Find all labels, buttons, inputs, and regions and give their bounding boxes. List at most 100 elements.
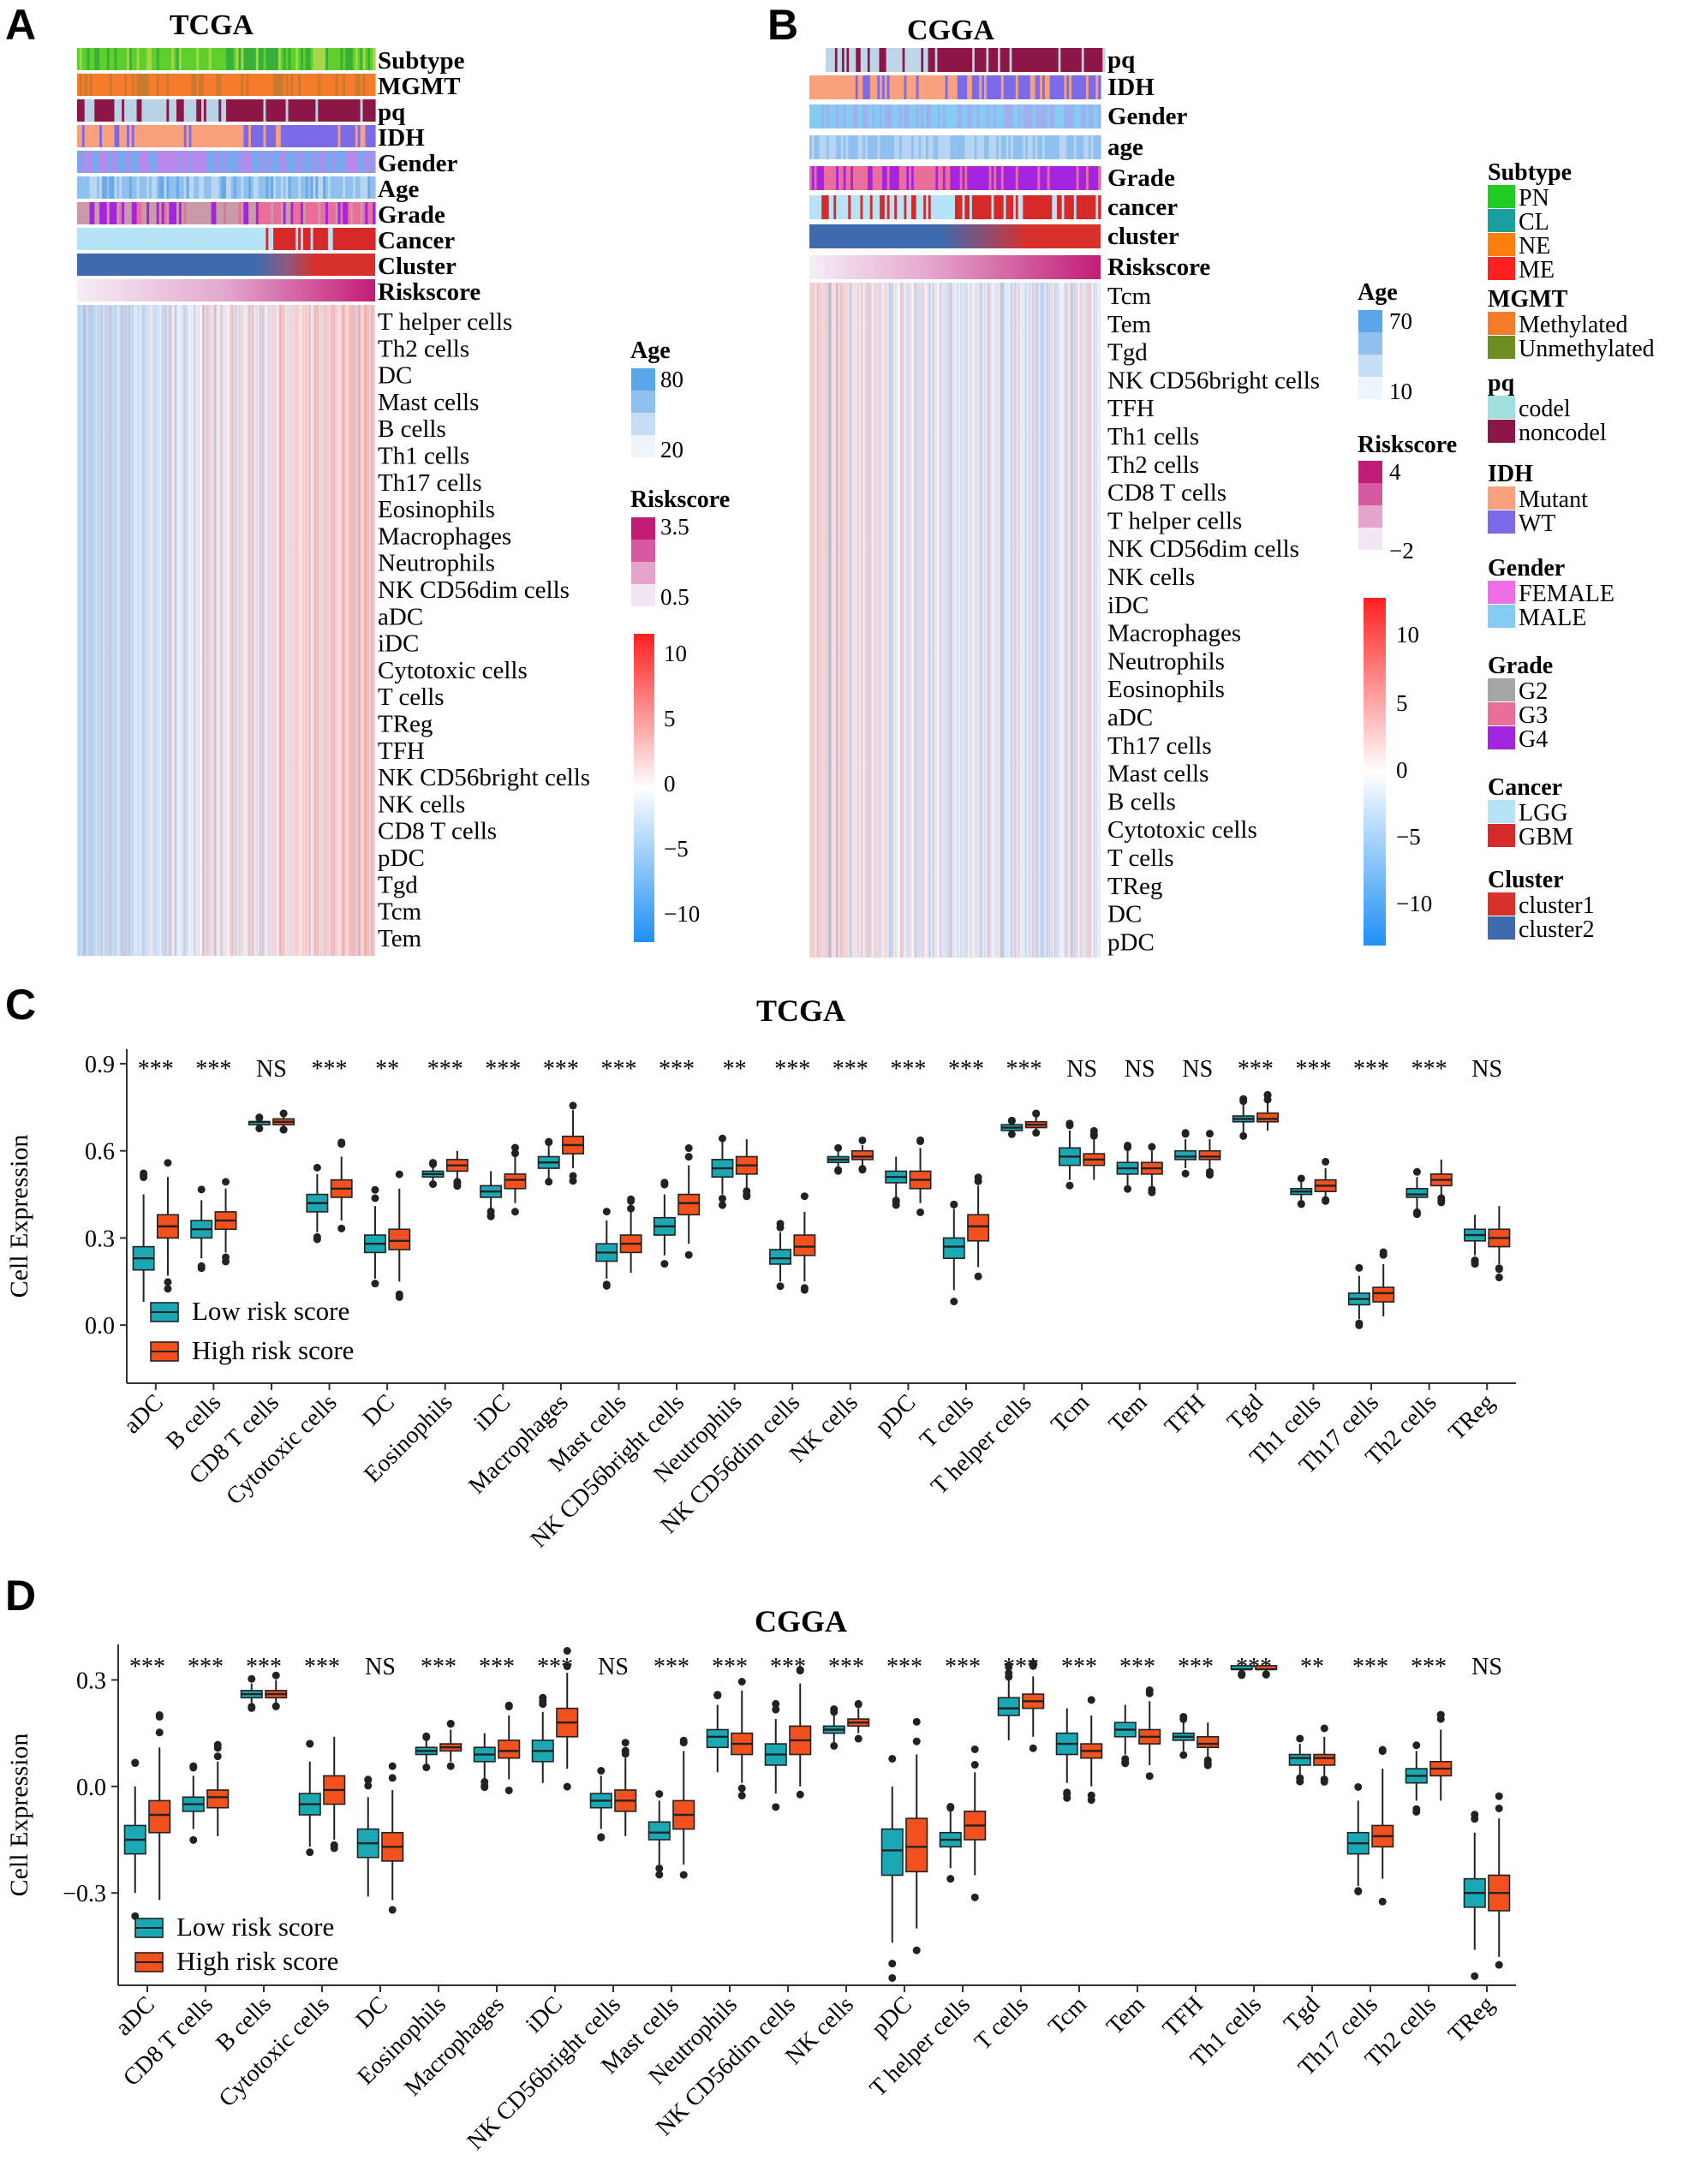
box-outlier-low: [197, 1185, 206, 1194]
box-outlier-high: [970, 1761, 979, 1769]
panel-b-row-label-nk-cells: NK cells: [1107, 564, 1195, 591]
panel-a-track-riskscore: [77, 279, 375, 301]
panel-c-significance-th1-cells: ***: [1295, 1056, 1331, 1083]
box-outlier-high: [974, 1272, 982, 1280]
panel-b-row-label-tcm: Tcm: [1107, 283, 1152, 310]
panel-b-row-label-mast-cells: Mast cells: [1107, 761, 1209, 788]
box-outlier-low: [834, 1143, 843, 1152]
box-outlier-low: [1181, 1130, 1190, 1138]
box-outlier-high: [796, 1790, 804, 1799]
panel-a-risk-swatch-3: [631, 562, 655, 584]
box-outlier-low: [1005, 1662, 1013, 1671]
panel-b-row-label-cytotoxic-cells: Cytotoxic cells: [1107, 816, 1257, 844]
panel-d-significance-eosinophils: ***: [421, 1654, 457, 1680]
panel-a-track-label-gender: Gender: [378, 150, 458, 177]
panel-b-expr-tick-0: 0: [1396, 757, 1408, 783]
panel-b-heatmap: [809, 283, 1101, 958]
panel-b-row-label-treg: TReg: [1107, 873, 1162, 900]
panel-b-row-label-neutrophils: Neutrophils: [1107, 647, 1225, 675]
panel-b-risk-swatch-3: [1358, 505, 1382, 528]
legend-label-subtype-me: ME: [1519, 257, 1555, 283]
panel-d-x-label-tfh: TFH: [1158, 1991, 1209, 2042]
panel-b-heatmap-texture: [810, 283, 1101, 958]
panel-d-x-label-treg: TReg: [1443, 1991, 1500, 2048]
panel-c-significance-b-cells: ***: [195, 1056, 231, 1083]
box-outlier-high: [155, 1712, 164, 1721]
legend-swatch-subtype-cl: [1488, 209, 1515, 232]
panel-b-row-label-t-cells: T cells: [1107, 844, 1174, 872]
panel-b-risk-swatch-1: [1358, 461, 1382, 483]
panel-b-age-swatch-2: [1358, 332, 1382, 355]
panel-b-track-label-gender: Gender: [1107, 103, 1188, 130]
box-outlier-low: [140, 1173, 148, 1182]
box-outlier-low: [1179, 1751, 1188, 1759]
legend-label-subtype-pn: PN: [1519, 185, 1549, 212]
box-outlier-high: [970, 1893, 979, 1901]
panel-d-significance-nk-cd56bright-cells: NS: [598, 1654, 629, 1680]
panel-a-track-cancer: [77, 228, 376, 250]
panel-d-significance-dc: NS: [365, 1654, 396, 1680]
panel-a-expr-tick-m5: −5: [664, 836, 689, 862]
box-outlier-high: [1032, 1129, 1041, 1137]
legend-swatch-gender-female: [1488, 581, 1515, 604]
box-outlier-low: [313, 1235, 321, 1244]
panel-d-significance-th2-cells: ***: [1411, 1654, 1447, 1680]
panel-b-track-label-grade: Grade: [1107, 164, 1175, 192]
box-outlier-low: [248, 1704, 256, 1712]
box-outlier-high: [737, 1792, 746, 1800]
box-high-adc: [148, 1799, 171, 1834]
box-outlier-high: [1203, 1756, 1212, 1764]
panel-b-row-label-b-cells: B cells: [1107, 788, 1176, 815]
panel-c-significance-idc: ***: [485, 1056, 521, 1083]
box-low-tgd: [1288, 1753, 1311, 1766]
box-outlier-low: [371, 1280, 379, 1288]
panel-c-x-label-adc: aDC: [119, 1389, 169, 1439]
box-outlier-high: [621, 1739, 630, 1747]
panel-a-age-swatch-2: [631, 391, 655, 413]
panel-b-track-label-age: age: [1107, 134, 1143, 161]
box-outlier-low: [713, 1691, 722, 1699]
box-outlier-high: [213, 1740, 222, 1749]
panel-d-significance-tfh: ***: [1178, 1654, 1214, 1680]
box-outlier-high: [796, 1666, 804, 1674]
legend-swatch-cluster-cluster1: [1488, 892, 1515, 916]
panel-b-age-tick-high: 70: [1389, 308, 1412, 334]
panel-a-row-label-cd8-t-cells: CD8 T cells: [378, 818, 497, 845]
box-outlier-high: [854, 1734, 862, 1743]
panel-a-row-label-neutrophils: Neutrophils: [378, 550, 495, 577]
box-outlier-low: [655, 1790, 664, 1799]
box-outlier-high: [858, 1166, 867, 1174]
box-outlier-high: [1495, 1792, 1503, 1800]
panel-b-age-legend-title: Age: [1358, 279, 1398, 306]
box-outlier-high: [1495, 1960, 1503, 1969]
box-outlier-low: [371, 1194, 379, 1202]
legend-label-cancer-lgg: LGG: [1519, 800, 1568, 826]
panel-d-legend-label-low: Low risk score: [176, 1912, 334, 1942]
legend-label-subtype-ne: NE: [1519, 233, 1550, 260]
panel-a: A TCGA SubtypeMGMTpqIDHGenderAgeGradeCan…: [5, 1, 730, 956]
panel-d-significance-pdc: ***: [886, 1654, 922, 1680]
box-outlier-high: [1436, 1710, 1445, 1719]
box-outlier-high: [1148, 1143, 1156, 1151]
panel-b-track-cancer: [809, 195, 1101, 219]
box-outlier-high: [1087, 1696, 1095, 1704]
box-outlier-low: [364, 1781, 373, 1790]
box-outlier-low: [1121, 1759, 1130, 1768]
panel-c-significance-th2-cells: ***: [1411, 1056, 1447, 1083]
panel-b-row-label-nk-cd56dim-cells: NK CD56dim cells: [1107, 535, 1299, 563]
box-outlier-high: [1263, 1090, 1272, 1099]
panel-d-significance-t-helper-cells: ***: [945, 1654, 981, 1680]
box-outlier-low: [1063, 1788, 1071, 1797]
box-outlier-high: [446, 1719, 455, 1728]
panel-b-track-gender: [809, 104, 1101, 128]
panel-d-significance-tem: ***: [1119, 1654, 1155, 1680]
box-high-nk-cd56bright-cells: [677, 1193, 701, 1216]
box-outlier-low: [830, 1705, 839, 1714]
legend-swatch-pq-codel: [1488, 396, 1515, 419]
panel-c-significance-cd8-t-cells: NS: [256, 1056, 287, 1083]
panel-b-age-swatch-4: [1358, 377, 1382, 399]
box-outlier-low: [1355, 1263, 1364, 1272]
box-high-macrophages: [498, 1739, 521, 1759]
panel-a-row-label-th17-cells: Th17 cells: [378, 469, 482, 497]
